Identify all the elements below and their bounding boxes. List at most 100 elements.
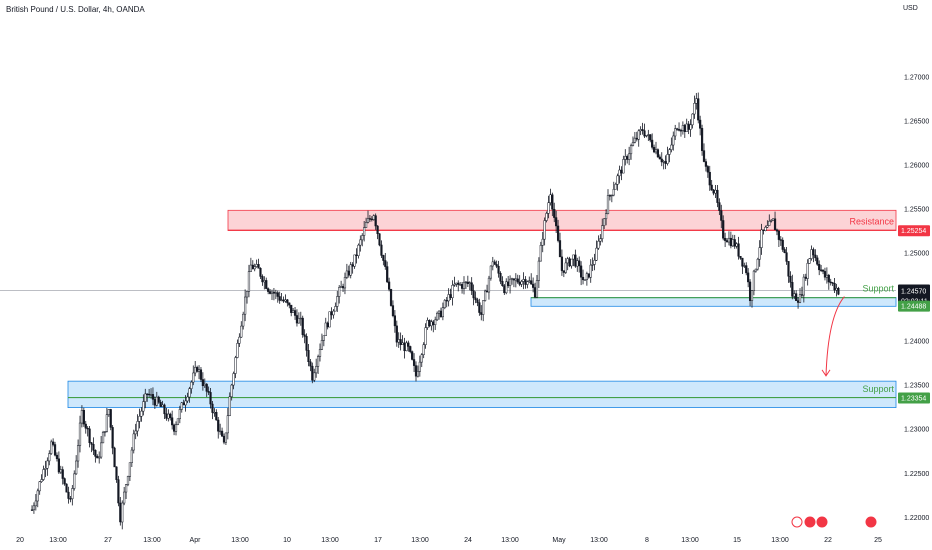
candle-body [449, 294, 452, 299]
y-tick-label: 1.24000 [904, 339, 929, 346]
candle-body [733, 239, 736, 247]
x-tick-label: 13:00 [321, 537, 339, 544]
candle-body [533, 287, 537, 298]
candle-body [833, 283, 836, 291]
candle-body [737, 243, 740, 257]
candle-body [209, 392, 212, 405]
candle-body [88, 428, 91, 443]
candle-body [184, 400, 187, 406]
x-tick-label: 8 [645, 537, 649, 544]
y-tick-label: 1.26500 [904, 118, 929, 125]
candle-body [330, 311, 333, 316]
candle-body [718, 202, 721, 211]
candle-body [90, 442, 93, 445]
candle-body [641, 129, 644, 131]
candle-body [608, 195, 612, 197]
candle-body [391, 305, 395, 316]
candle-body [98, 456, 101, 459]
candle-body [818, 264, 821, 271]
chart-title: British Pound / U.S. Dollar, 4h, OANDA [6, 5, 145, 14]
candle-body [126, 476, 130, 485]
candle-body [130, 449, 133, 463]
projection-arrowhead [821, 369, 831, 377]
candle-body [194, 367, 197, 374]
candle-body [595, 247, 598, 261]
candle-body [722, 220, 725, 239]
candle-body [812, 249, 815, 256]
candle-body [167, 413, 170, 419]
candle-body [376, 225, 379, 234]
candle-body [418, 361, 421, 372]
candle-body [270, 291, 274, 294]
candle-body [775, 229, 779, 232]
candles-layer [30, 92, 840, 530]
candle-body [236, 343, 239, 358]
candle-body [293, 310, 297, 316]
candle-body [196, 367, 199, 372]
candle-body [821, 269, 825, 272]
candle-body [188, 388, 191, 398]
candle-body [589, 264, 592, 278]
candle-body [211, 403, 214, 413]
candle-body [213, 412, 216, 414]
candle-body [825, 274, 828, 278]
candle-body [52, 441, 55, 445]
candle-body [101, 432, 105, 444]
flag-us-icon [816, 516, 828, 528]
candle-body [599, 238, 602, 242]
x-tick-label: May [552, 537, 566, 544]
candle-body [50, 441, 53, 454]
candle-body [84, 423, 87, 429]
candle-body [764, 226, 767, 231]
annotation-layer: Resistance Support Support [791, 216, 894, 528]
candle-body [370, 218, 373, 221]
candle-body [499, 273, 502, 282]
candle-body [580, 265, 583, 278]
candle-body [401, 342, 404, 345]
candle-body [616, 175, 619, 185]
candle-body [570, 258, 573, 267]
candle-body [378, 233, 381, 246]
candle-body [397, 339, 400, 343]
candle-body [762, 229, 765, 231]
x-tick-label: 10 [283, 537, 291, 544]
candle-body [228, 396, 231, 416]
candle-body [672, 135, 675, 146]
candle-body [489, 265, 492, 279]
y-tick-label: 1.27000 [904, 74, 929, 81]
candle-body [432, 321, 435, 326]
candle-body [151, 394, 155, 400]
candle-body [146, 393, 149, 395]
flag-us-icon [865, 516, 877, 528]
candle-body [618, 169, 621, 177]
candle-body [804, 276, 807, 279]
candle-body [361, 235, 364, 241]
candle-body [574, 254, 577, 267]
candle-body [278, 296, 281, 301]
candle-body [603, 218, 606, 226]
candle-body [662, 161, 665, 163]
candle-body [67, 491, 70, 499]
candle-body [280, 299, 283, 301]
candle-body [107, 409, 110, 415]
candle-body [48, 453, 51, 462]
candle-body [42, 469, 45, 480]
candle-body [201, 379, 204, 387]
candle-body [758, 247, 761, 260]
candle-body [219, 430, 222, 433]
x-tick-label: 25 [874, 537, 882, 544]
candle-body [186, 396, 189, 402]
candle-body [82, 410, 85, 425]
candle-body [714, 189, 717, 194]
candle-body [411, 351, 414, 360]
candle-body [284, 299, 287, 302]
candle-body [541, 238, 544, 246]
candle-body [334, 306, 337, 312]
candle-body [626, 156, 629, 160]
candle-body [793, 293, 796, 297]
candle-body [38, 481, 41, 492]
candle-body [495, 264, 498, 267]
candle-body [720, 210, 723, 221]
candle-body [322, 335, 325, 341]
